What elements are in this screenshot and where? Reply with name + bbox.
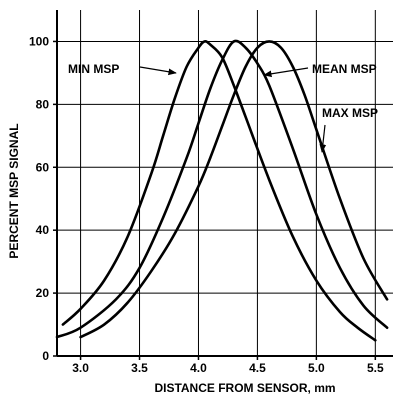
y-tick-label: 60 (36, 160, 50, 174)
x-tick-label: 3.0 (72, 361, 89, 375)
y-tick-label: 0 (42, 349, 49, 363)
curves (55, 39, 389, 342)
annotation-mean-msp: MEAN MSP (312, 62, 377, 76)
x-tick-label: 4.5 (249, 361, 266, 375)
y-tick-label: 80 (36, 97, 50, 111)
series-line-min-msp (61, 40, 377, 342)
x-axis-label: DISTANCE FROM SENSOR, mm (154, 381, 335, 395)
x-tick-label: 3.5 (131, 361, 148, 375)
x-tick-label: 5.0 (308, 361, 325, 375)
series-line-max-msp (79, 40, 389, 339)
y-axis-label: PERCENT MSP SIGNAL (7, 123, 21, 258)
plot-frame (56, 10, 393, 357)
annotations: MIN MSP MEAN MSP MAX MSP (68, 62, 378, 153)
annotation-arrow-mean-msp (263, 67, 309, 78)
grid (57, 10, 393, 357)
series-line-mean-msp (55, 39, 389, 339)
annotation-min-msp: MIN MSP (68, 62, 119, 76)
y-tick-label: 20 (36, 286, 50, 300)
x-axis-ticks: 3.0 3.5 4.0 4.5 5.0 5.5 (72, 356, 384, 375)
y-tick-label: 40 (36, 223, 50, 237)
annotation-arrow-max-msp (319, 124, 327, 153)
annotation-max-msp: MAX MSP (322, 106, 378, 120)
x-tick-label: 5.5 (367, 361, 384, 375)
annotation-arrow-min-msp (139, 66, 177, 76)
y-axis-ticks: 0 20 40 60 80 100 (29, 34, 57, 363)
y-tick-label: 100 (29, 34, 49, 48)
x-tick-label: 4.0 (190, 361, 207, 375)
